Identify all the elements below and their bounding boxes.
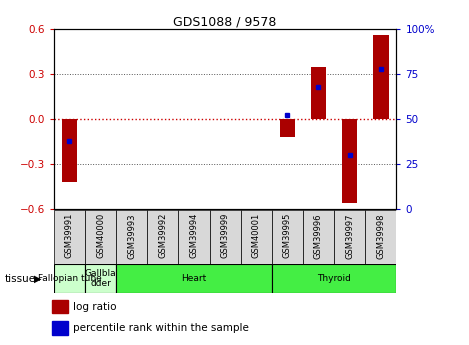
Bar [54,264,85,293]
Text: Gallbla
dder: Gallbla dder [85,269,116,288]
Text: GSM39997: GSM39997 [345,213,354,259]
Text: Thyroid: Thyroid [317,274,351,283]
Bar [365,210,396,264]
Text: GSM39995: GSM39995 [283,213,292,258]
Text: GSM40001: GSM40001 [252,213,261,258]
Bar [147,210,178,264]
Bar [311,67,326,119]
Text: tissue: tissue [5,274,36,284]
Text: percentile rank within the sample: percentile rank within the sample [74,323,250,333]
Title: GDS1088 / 9578: GDS1088 / 9578 [174,15,277,28]
Bar [52,300,68,313]
Bar [116,210,147,264]
Text: Heart: Heart [182,274,207,283]
Bar [280,119,295,137]
Text: GSM39991: GSM39991 [65,213,74,258]
Text: GSM39993: GSM39993 [127,213,136,259]
Bar [272,210,303,264]
Bar [210,210,241,264]
Bar [52,321,68,335]
Bar [272,264,396,293]
Bar [62,119,77,182]
Bar [178,210,210,264]
Bar [241,210,272,264]
Bar [334,210,365,264]
Text: GSM39994: GSM39994 [189,213,198,258]
Text: log ratio: log ratio [74,302,117,312]
Bar [85,210,116,264]
Text: GSM39999: GSM39999 [220,213,230,258]
Bar [303,210,334,264]
Text: GSM39992: GSM39992 [159,213,167,258]
Text: GSM39998: GSM39998 [376,213,385,259]
Text: GSM39996: GSM39996 [314,213,323,259]
Bar [54,210,85,264]
Text: ▶: ▶ [34,274,42,284]
Text: Fallopian tube: Fallopian tube [38,274,101,283]
Text: GSM40000: GSM40000 [96,213,105,258]
Bar [373,35,388,119]
Bar [116,264,272,293]
Bar [85,264,116,293]
Bar [342,119,357,203]
